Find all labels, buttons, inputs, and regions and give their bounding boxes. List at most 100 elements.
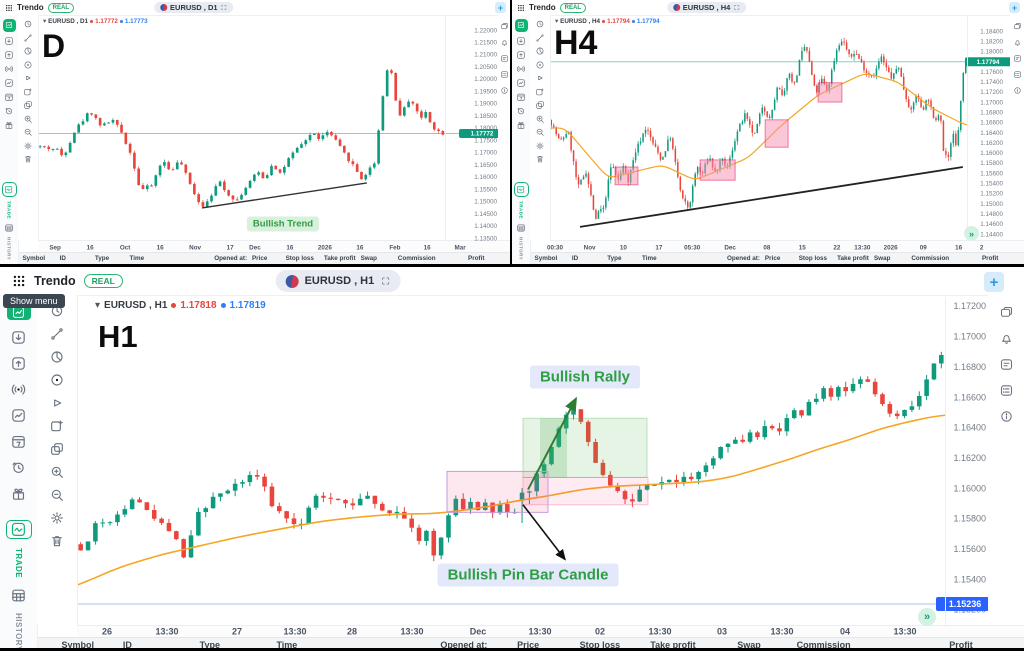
trendline-icon[interactable]	[535, 33, 545, 43]
news-icon[interactable]	[999, 357, 1014, 372]
annotation-label[interactable]: Bullish Rally	[529, 365, 640, 389]
annotation-label[interactable]: Bullish Trend	[246, 216, 320, 232]
watchlist-icon[interactable]	[999, 383, 1014, 398]
scroll-to-latest-button[interactable]: »	[964, 226, 979, 241]
withdraw-icon[interactable]	[10, 355, 27, 372]
gifts-icon[interactable]	[4, 120, 14, 130]
trendline-icon[interactable]	[49, 326, 65, 342]
trash-icon[interactable]	[49, 533, 65, 549]
pie-icon[interactable]	[23, 46, 33, 56]
news-icon[interactable]	[1013, 54, 1022, 63]
symbol-tab[interactable]: EURUSD , D1	[154, 2, 234, 13]
trade-label[interactable]: TRADE	[6, 200, 12, 219]
zoom-in-icon[interactable]	[49, 464, 65, 480]
histcal-icon[interactable]	[4, 223, 14, 233]
screenshot-icon[interactable]	[999, 305, 1014, 320]
symbol-tab[interactable]: EURUSD , H1	[275, 270, 401, 292]
target-icon[interactable]	[23, 60, 33, 70]
zoom-out-icon[interactable]	[23, 127, 33, 137]
alerts-icon[interactable]	[1013, 38, 1022, 47]
trash-icon[interactable]	[535, 154, 545, 164]
add-chart-button[interactable]: +	[495, 2, 506, 13]
layers-icon[interactable]	[49, 441, 65, 457]
deposit-icon[interactable]	[4, 36, 14, 46]
markets-icon[interactable]	[10, 407, 27, 424]
pie-icon[interactable]	[49, 349, 65, 365]
calendar-icon[interactable]	[10, 433, 27, 450]
target-icon[interactable]	[535, 60, 545, 70]
zoom-in-icon[interactable]	[535, 114, 545, 124]
pie-icon[interactable]	[535, 46, 545, 56]
calendar-icon[interactable]	[516, 92, 526, 102]
shapes-icon[interactable]	[49, 395, 65, 411]
alerts-icon[interactable]	[999, 331, 1014, 346]
signals-icon[interactable]	[516, 64, 526, 74]
menu-icon[interactable]	[5, 4, 13, 12]
add-chart-button[interactable]: +	[984, 272, 1004, 292]
menu-icon[interactable]	[517, 4, 525, 12]
calendar-icon[interactable]	[4, 92, 14, 102]
histcal-icon[interactable]	[516, 223, 526, 233]
gifts-icon[interactable]	[516, 120, 526, 130]
history-label[interactable]: HISTORY	[518, 236, 524, 260]
history-label[interactable]: HISTORY	[14, 612, 23, 648]
trade-label[interactable]: TRADE	[518, 200, 524, 219]
trade-label[interactable]: TRADE	[14, 547, 23, 578]
menu-icon[interactable]	[12, 274, 26, 288]
shapes-icon[interactable]	[23, 73, 33, 83]
trade-icon[interactable]	[513, 181, 529, 197]
history-icon[interactable]	[516, 106, 526, 116]
history-label[interactable]: HISTORY	[6, 236, 12, 260]
deposit-icon[interactable]	[516, 36, 526, 46]
scroll-to-latest-button[interactable]: »	[918, 608, 936, 626]
histcal-icon[interactable]	[10, 587, 27, 604]
watchlist-icon[interactable]	[1013, 70, 1022, 79]
signals-icon[interactable]	[10, 381, 27, 398]
history-icon[interactable]	[4, 106, 14, 116]
target-icon[interactable]	[49, 372, 65, 388]
deposit-icon[interactable]	[10, 329, 27, 346]
note-icon[interactable]	[23, 87, 33, 97]
layers-icon[interactable]	[535, 100, 545, 110]
gifts-icon[interactable]	[10, 485, 27, 502]
watchlist-icon[interactable]	[500, 70, 509, 79]
zoom-out-icon[interactable]	[49, 487, 65, 503]
clock-icon[interactable]	[535, 19, 545, 29]
candlestick-chart-h1[interactable]: 1.17200 1.17000 1.16800 1.16600 1.16400 1.162…	[0, 267, 1024, 648]
screenshot-icon[interactable]	[500, 22, 509, 31]
markets-icon[interactable]	[516, 78, 526, 88]
shapes-icon[interactable]	[535, 73, 545, 83]
note-icon[interactable]	[535, 87, 545, 97]
markets-icon[interactable]	[4, 78, 14, 88]
settings-icon[interactable]	[49, 510, 65, 526]
symbol-tab[interactable]: EURUSD , H4	[666, 2, 747, 13]
trendline-icon[interactable]	[23, 33, 33, 43]
layers-icon[interactable]	[23, 100, 33, 110]
annotation-label[interactable]: Bullish Pin Bar Candle	[437, 563, 619, 587]
news-icon[interactable]	[500, 54, 509, 63]
trade-icon[interactable]	[5, 519, 32, 539]
withdraw-icon[interactable]	[4, 50, 14, 60]
screenshot-icon[interactable]	[1013, 22, 1022, 31]
history-icon[interactable]	[10, 459, 27, 476]
info-icon[interactable]	[999, 409, 1014, 424]
alerts-icon[interactable]	[500, 38, 509, 47]
withdraw-icon[interactable]	[516, 50, 526, 60]
add-chart-button[interactable]: +	[1009, 2, 1020, 13]
info-icon[interactable]	[1013, 86, 1022, 95]
settings-icon[interactable]	[535, 141, 545, 151]
dashboard-icon[interactable]	[6, 305, 31, 320]
trash-icon[interactable]	[23, 154, 33, 164]
trade-icon[interactable]	[1, 181, 17, 197]
note-icon[interactable]	[49, 418, 65, 434]
zoom-out-icon[interactable]	[535, 127, 545, 137]
candlestick-chart-h4[interactable]: 1.18400 1.18200 1.18000 1.17800 1.17600 1.174…	[512, 0, 1024, 264]
info-icon[interactable]	[500, 86, 509, 95]
candlestick-chart-d1[interactable]: 1.22000 1.21500 1.21000 1.20500 1.20000 1.195…	[0, 0, 510, 264]
zoom-in-icon[interactable]	[23, 114, 33, 124]
dashboard-icon[interactable]	[2, 19, 16, 32]
clock-icon[interactable]	[23, 19, 33, 29]
signals-icon[interactable]	[4, 64, 14, 74]
settings-icon[interactable]	[23, 141, 33, 151]
dashboard-icon[interactable]	[514, 19, 528, 32]
